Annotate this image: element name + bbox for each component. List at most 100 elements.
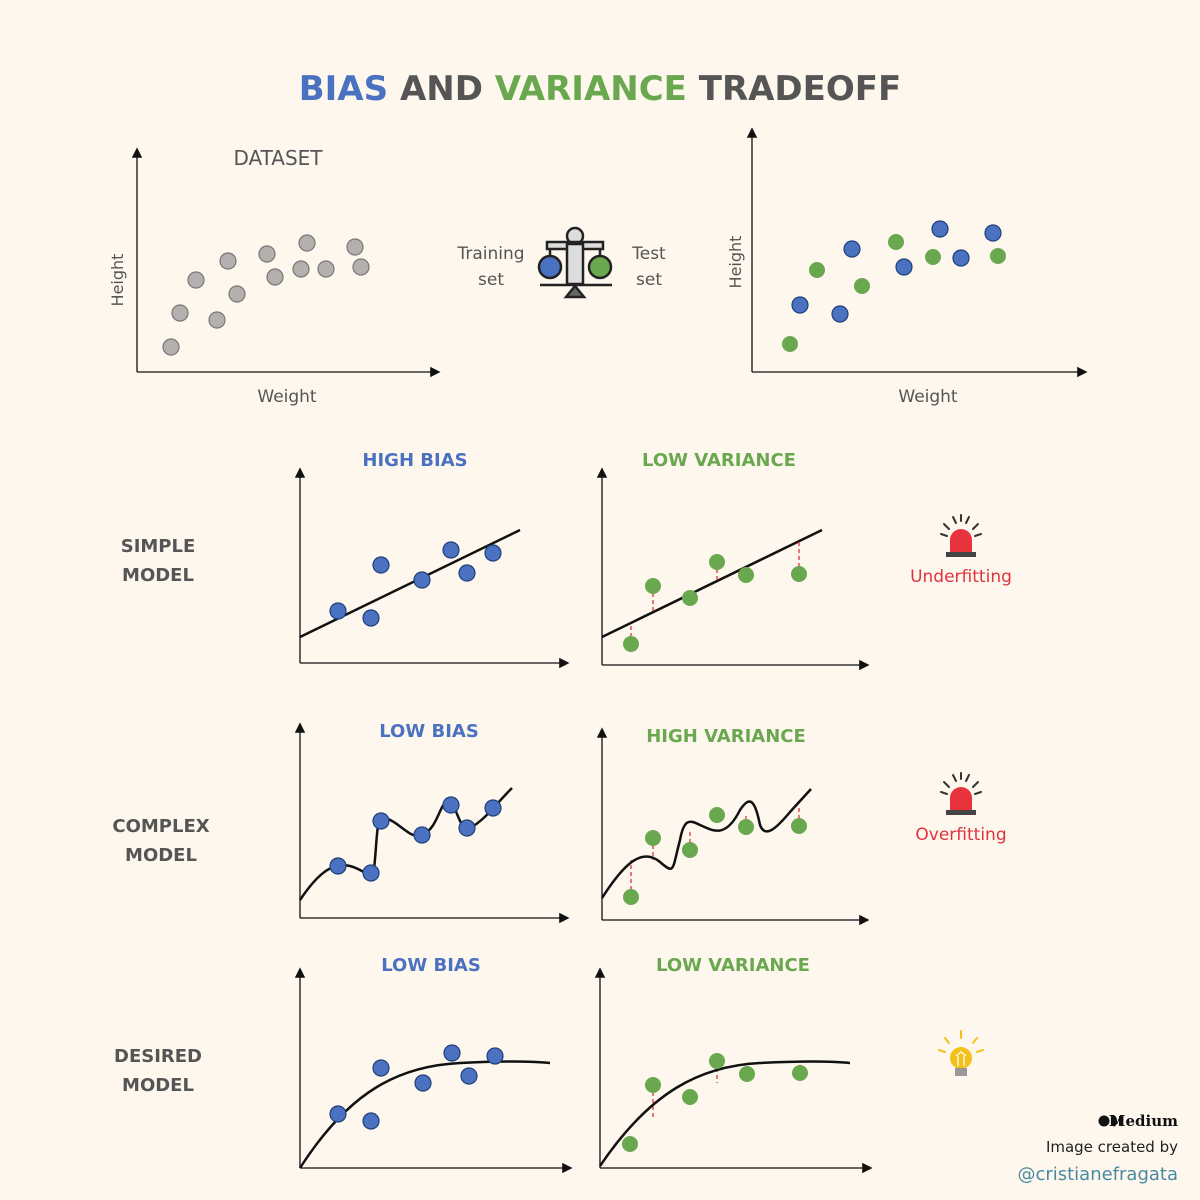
row-label-desired-2: MODEL <box>122 1075 194 1096</box>
page-title: BIAS AND VARIANCE TRADEOFF <box>299 69 902 109</box>
simple-bias-point <box>362 609 380 627</box>
x-axis-label-right: Weight <box>898 387 958 407</box>
overfitting-label: Overfitting <box>915 825 1006 845</box>
train-point <box>931 220 949 238</box>
siren-base <box>946 810 976 815</box>
row-labels: SIMPLE MODEL COMPLEX MODEL DESIRED MODEL <box>112 536 209 1096</box>
desired-var-point <box>622 1136 638 1152</box>
complex-var-point <box>645 830 661 846</box>
simple-bias-point <box>372 556 390 574</box>
row-label-simple-2: MODEL <box>122 565 194 586</box>
simple-var-point <box>645 578 661 594</box>
y-axis-label: Height <box>108 254 127 307</box>
lightbulb-icon <box>950 1047 972 1069</box>
title-variance: VARIANCE <box>495 69 687 109</box>
complex-var-point <box>682 842 698 858</box>
simple-bias-fit-curve <box>299 528 521 639</box>
row-label-complex: COMPLEX <box>112 816 209 837</box>
desired-var-point <box>645 1077 661 1093</box>
siren-ray <box>940 533 948 537</box>
train-point <box>791 296 809 314</box>
train-point <box>843 240 861 258</box>
row-label-desired: DESIRED <box>114 1046 202 1067</box>
lightbulb-base <box>955 1068 967 1076</box>
lightbulb-ray <box>976 1049 984 1053</box>
author-handle[interactable]: @cristianefragata <box>1017 1164 1178 1185</box>
test-point <box>854 278 870 294</box>
simple-var-point <box>791 566 807 582</box>
test-point <box>925 249 941 265</box>
siren-icon <box>950 529 972 552</box>
siren-icon <box>950 787 972 810</box>
training-set-label-2: set <box>478 270 504 290</box>
complex-var-fit-curve <box>600 788 812 899</box>
desired-var-point <box>682 1089 698 1105</box>
train-point <box>984 224 1002 242</box>
siren-base <box>946 552 976 557</box>
siren-ray <box>974 533 982 537</box>
siren-ray <box>940 791 948 795</box>
simple-bias-point <box>484 544 502 562</box>
desired-bias-point <box>486 1047 504 1065</box>
header-variance-2: HIGH VARIANCE <box>646 726 806 747</box>
complex-var-point <box>738 819 754 835</box>
header-variance-1: LOW VARIANCE <box>642 450 796 471</box>
balance-scale-icon <box>537 226 613 299</box>
simple-var-point <box>709 554 725 570</box>
siren-ray <box>965 516 970 524</box>
complex-bias-point <box>458 819 476 837</box>
header-bias-2: LOW BIAS <box>379 721 479 742</box>
siren-ray <box>943 523 950 530</box>
test-set-label-2: set <box>636 270 662 290</box>
simple-bias-point <box>458 564 476 582</box>
dataset-point <box>258 245 276 263</box>
complex-bias-point <box>484 799 502 817</box>
lightbulb-ray <box>944 1037 950 1044</box>
dataset-label: DATASET <box>233 146 323 170</box>
siren-ray <box>943 781 950 788</box>
siren-ray <box>972 523 979 530</box>
test-point <box>809 262 825 278</box>
dataset-point <box>352 258 370 276</box>
column-headers: HIGH BIAS LOW VARIANCE LOW BIAS HIGH VAR… <box>362 450 810 976</box>
complex-bias-point <box>329 857 347 875</box>
lightbulb-ray <box>938 1049 946 1053</box>
header-bias-1: HIGH BIAS <box>362 450 467 471</box>
training-set-label: Training <box>456 244 524 264</box>
simple-bias-point <box>442 541 460 559</box>
complex-var-point <box>709 807 725 823</box>
train-point <box>952 249 970 267</box>
title-bias: BIAS <box>299 69 388 109</box>
header-bias-3: LOW BIAS <box>381 955 481 976</box>
desired-var-point <box>739 1066 755 1082</box>
dataset-point <box>346 238 364 256</box>
complex-bias-point <box>413 826 431 844</box>
desired-bias-point <box>372 1059 390 1077</box>
y-axis-label-right: Height <box>726 236 745 289</box>
siren-ray <box>972 781 979 788</box>
row-label-complex-2: MODEL <box>125 845 197 866</box>
dataset-point <box>228 285 246 303</box>
lightbulb-filament <box>955 1051 967 1066</box>
header-variance-3: LOW VARIANCE <box>656 955 810 976</box>
desired-var-point <box>792 1065 808 1081</box>
dataset-point <box>298 234 316 252</box>
complex-bias-point <box>372 812 390 830</box>
diagram-marks <box>131 127 1088 1174</box>
dataset-point <box>292 260 310 278</box>
test-point <box>990 248 1006 264</box>
desired-bias-point <box>443 1044 461 1062</box>
train-point <box>831 305 849 323</box>
credit-text: Image created by <box>1046 1138 1178 1156</box>
desired-var-point <box>709 1053 725 1069</box>
desired-bias-point <box>329 1105 347 1123</box>
title-and: AND <box>400 69 483 109</box>
dataset-point <box>266 268 284 286</box>
siren-ray <box>952 516 957 524</box>
dataset-point <box>219 252 237 270</box>
row-label-simple: SIMPLE <box>121 536 196 557</box>
simple-var-point <box>623 636 639 652</box>
complex-bias-point <box>442 796 460 814</box>
